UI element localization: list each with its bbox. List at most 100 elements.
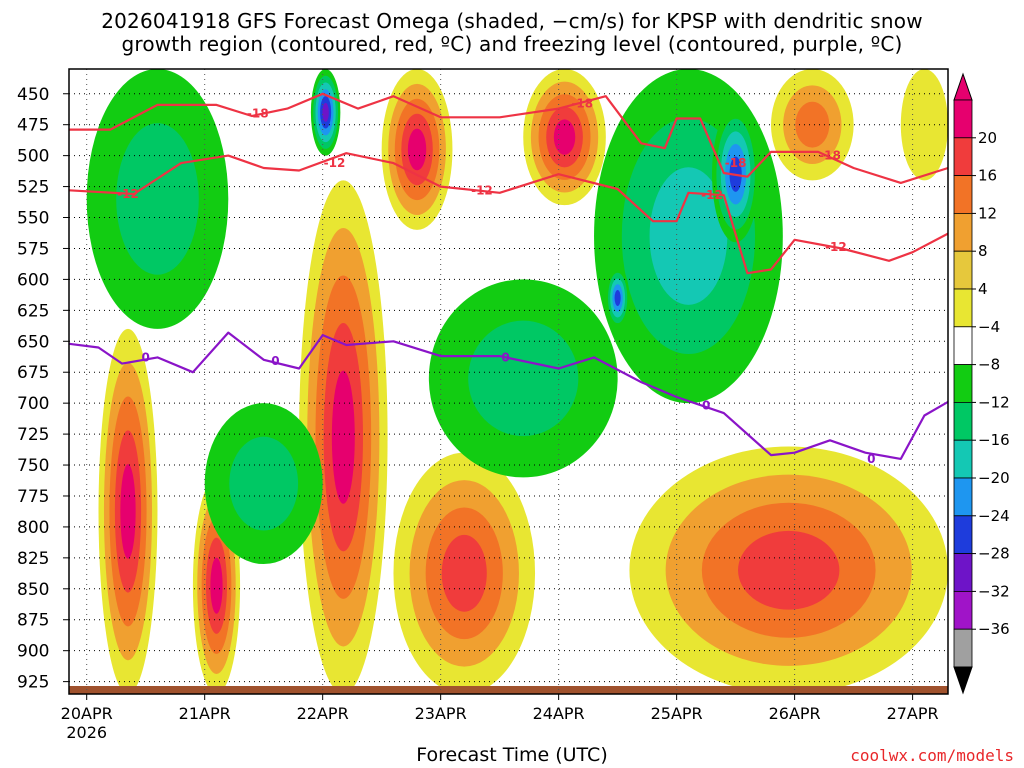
colorbar-bottom-arrow (953, 666, 973, 695)
omega-region-descent (86, 69, 229, 329)
contour-line--12 (69, 152, 948, 275)
x-tick-label: 25APR (651, 704, 703, 723)
omega-shade (614, 289, 621, 306)
colorbar-swatch (953, 212, 973, 252)
omega-shade (795, 101, 830, 148)
omega-region-descent (204, 403, 323, 565)
colorbar-label: −20 (978, 469, 1010, 487)
colorbar-label: 8 (978, 242, 988, 260)
colorbar-label: −12 (978, 393, 1010, 411)
y-tick-label: 750 (17, 456, 49, 476)
y-tick-label: 725 (17, 425, 49, 445)
colorbar-swatch (953, 477, 973, 517)
omega-shade (120, 464, 136, 559)
x-tick-year-label: 2026 (66, 723, 107, 742)
omega-region-ascent (629, 446, 948, 694)
plot-area: -18 -18 -18 -18 -12 -12 -12 -12 -12 0 0 0 0 0 (69, 69, 948, 694)
colorbar-label: 12 (978, 204, 997, 222)
omega-region-ascent (98, 328, 158, 694)
contour-label: 0 (271, 354, 279, 368)
contour-label: -12 (701, 188, 723, 202)
omega-shade (407, 128, 427, 171)
colorbar-swatch (953, 326, 973, 365)
omega-region-ascent (771, 69, 854, 181)
y-tick-label: 900 (17, 642, 49, 662)
contour-label: -12 (324, 156, 346, 170)
colorbar-label: −36 (978, 620, 1010, 638)
colorbar-swatch (953, 628, 973, 668)
y-tick-label: 850 (17, 580, 49, 600)
colorbar-swatch (953, 250, 973, 290)
colorbar-swatch (953, 401, 973, 441)
x-tick-label: 20APR (61, 704, 113, 723)
omega-region-ascent (523, 69, 606, 206)
colorbar-label: −24 (978, 507, 1010, 525)
y-tick-label: 475 (17, 116, 49, 136)
colorbar-swatch (953, 439, 973, 479)
omega-shade (322, 102, 329, 122)
y-tick-label: 525 (17, 178, 49, 198)
y-tick-label: 675 (17, 363, 49, 383)
y-tick-label: 625 (17, 301, 49, 321)
colorbar-swatch (953, 288, 973, 328)
y-tick-label: 700 (17, 394, 49, 414)
contour-label: -12 (825, 240, 847, 254)
omega-shade (468, 320, 579, 437)
colorbar-label: 4 (978, 280, 988, 298)
y-tick-label: 925 (17, 673, 49, 693)
colorbar-swatch (953, 137, 973, 177)
omega-shade (553, 119, 576, 155)
colorbar: 20 16 12 8 4 −4 −8 −12 −16 −20 −24 −28 −32 −36 (953, 72, 1010, 695)
y-tick-label: 450 (17, 85, 49, 105)
contour-label: -18 (725, 156, 747, 170)
x-tick-label: 24APR (533, 704, 585, 723)
contour-label: 0 (142, 350, 150, 364)
omega-region-descent (310, 69, 341, 156)
y-tick-label: 500 (17, 147, 49, 167)
colorbar-label: −8 (978, 356, 1000, 374)
colorbar-swatch (953, 591, 973, 630)
colorbar-label: −32 (978, 582, 1010, 600)
omega-region-ascent (381, 69, 453, 230)
contour-label: 0 (501, 350, 509, 364)
colorbar-swatch (953, 99, 973, 139)
y-tick-label: 575 (17, 239, 49, 259)
y-tick-label: 650 (17, 332, 49, 352)
ground-surface (69, 686, 948, 694)
colorbar-swatch (953, 553, 973, 592)
plot-frame (68, 68, 949, 695)
colorbar-label: −28 (978, 545, 1010, 563)
contour-label: -12 (471, 183, 493, 197)
x-axis-title: Forecast Time (UTC) (416, 744, 608, 766)
x-tick-label: 22APR (297, 704, 349, 723)
contour-label: -18 (819, 149, 841, 163)
contour-label: 0 (702, 399, 710, 413)
y-tick-label: 550 (17, 209, 49, 229)
chart-title-line-1: 2026041918 GFS Forecast Omega (shaded, −… (101, 9, 923, 33)
contour-line-0 (69, 331, 948, 460)
chart-title-line-2: growth region (contoured, red, ºC) and f… (121, 32, 903, 56)
x-tick-label: 23APR (415, 704, 467, 723)
y-tick-label: 875 (17, 611, 49, 631)
x-tick-label: 27APR (887, 704, 939, 723)
omega-region-ascent (393, 452, 536, 694)
omega-region-ascent (299, 180, 388, 694)
contour-label: -18 (247, 107, 269, 121)
y-tick-label: 800 (17, 518, 49, 538)
y-tick-label: 825 (17, 549, 49, 569)
contour-label: 0 (867, 452, 875, 466)
omega-shade (738, 530, 840, 610)
contour-label: -12 (117, 187, 139, 201)
omega-shade (649, 167, 728, 305)
omega-shade (116, 123, 199, 275)
colorbar-swatch (953, 175, 973, 214)
x-tick-label: 21APR (179, 704, 231, 723)
colorbar-swatch (953, 364, 973, 403)
colorbar-label: −16 (978, 431, 1010, 449)
omega-shade (210, 557, 223, 614)
omega-shade (441, 534, 487, 612)
colorbar-label: 20 (978, 129, 997, 147)
colorbar-swatch (953, 515, 973, 554)
x-tick-label: 26APR (769, 704, 821, 723)
